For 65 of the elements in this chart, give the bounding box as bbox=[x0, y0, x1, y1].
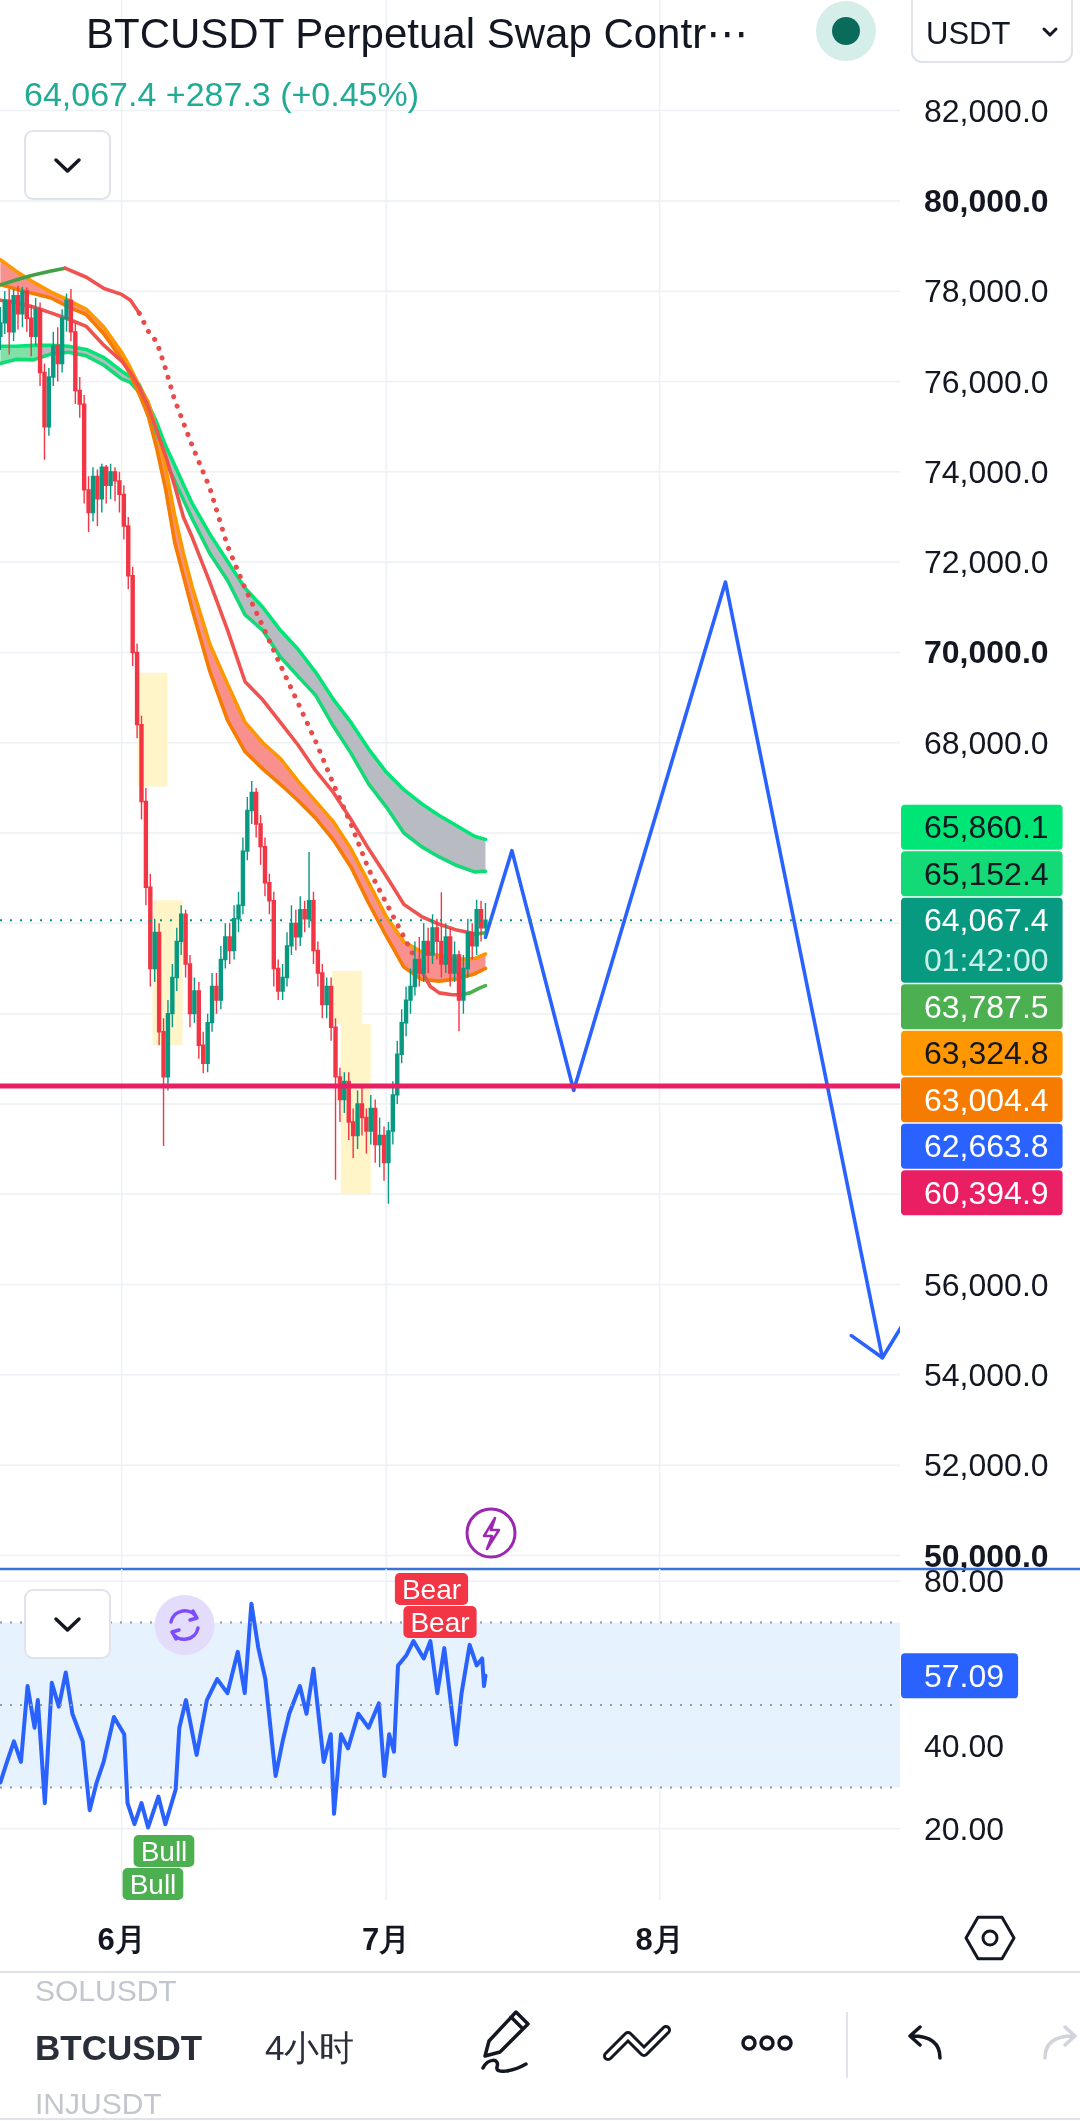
annotation: Bull bbox=[129, 1868, 177, 1900]
candlestick bbox=[95, 468, 100, 527]
y-tick-label: 74,000.0 bbox=[924, 453, 1049, 490]
text: 4小时 bbox=[265, 2028, 355, 2067]
annotation: Bear bbox=[401, 1573, 462, 1605]
candlestick bbox=[425, 927, 431, 974]
candlestick bbox=[447, 927, 453, 988]
y-tick-label: 80,000.0 bbox=[924, 182, 1049, 219]
text: 63,324.8 bbox=[924, 1035, 1049, 1072]
candlestick bbox=[417, 936, 422, 988]
y-tick-label: 68,000.0 bbox=[924, 724, 1049, 761]
y-tick-label: 78,000.0 bbox=[924, 273, 1049, 310]
candlestick bbox=[55, 326, 60, 383]
text: 65,152.4 bbox=[924, 855, 1049, 892]
text: 64,067.4 +287.3 (+0.45%) bbox=[24, 75, 420, 113]
candlestick bbox=[293, 909, 299, 952]
text: 63,004.4 bbox=[924, 1081, 1049, 1118]
candlestick bbox=[470, 922, 475, 961]
candlestick bbox=[108, 463, 113, 500]
x-tick-label: 6月 bbox=[97, 1921, 146, 1957]
candlestick bbox=[11, 288, 16, 342]
x-tick-label: 8月 bbox=[635, 1921, 684, 1957]
candlestick bbox=[381, 1125, 387, 1182]
candlestick bbox=[302, 900, 307, 934]
text: 65,860.1 bbox=[924, 809, 1049, 846]
candlestick bbox=[33, 297, 38, 347]
candlestick bbox=[20, 286, 25, 329]
y-tick-label: 40.00 bbox=[924, 1728, 1005, 1765]
y-tick-label: 70,000.0 bbox=[924, 634, 1049, 671]
text: INJUSDT bbox=[35, 2087, 162, 2120]
ref-line-label: 60,394.9 bbox=[924, 1174, 1049, 1211]
candlestick bbox=[214, 972, 219, 1015]
candlestick bbox=[456, 949, 462, 1032]
text: 57.09 bbox=[924, 1657, 1005, 1694]
text: BTCUSDT bbox=[35, 2028, 203, 2067]
candlestick bbox=[99, 463, 104, 514]
text: USDT bbox=[926, 16, 1011, 51]
text: SOLUSDT bbox=[35, 1974, 177, 2007]
candlestick bbox=[15, 285, 21, 331]
text: 62,663.8 bbox=[924, 1128, 1049, 1165]
annotation: Bear bbox=[410, 1606, 470, 1638]
candlestick bbox=[6, 288, 12, 356]
candlestick bbox=[227, 922, 232, 965]
y-tick-label: 72,000.0 bbox=[924, 544, 1049, 581]
annotation: Bull bbox=[140, 1835, 188, 1867]
chart-title: BTCUSDT Perpetual Swap Contr⋯ bbox=[86, 10, 749, 57]
y-tick-label: 56,000.0 bbox=[924, 1266, 1049, 1303]
candlestick bbox=[355, 1089, 360, 1150]
candlestick bbox=[478, 900, 484, 943]
y-tick-label: 82,000.0 bbox=[924, 92, 1049, 129]
ref-line-label: 64,067.4 bbox=[924, 902, 1049, 939]
line-series bbox=[0, 266, 67, 287]
y-tick-label: 54,000.0 bbox=[924, 1356, 1049, 1393]
candlestick bbox=[452, 940, 457, 983]
candlestick bbox=[439, 891, 444, 979]
y-tick-label: 76,000.0 bbox=[924, 363, 1049, 400]
y-tick-label: 20.00 bbox=[924, 1810, 1005, 1847]
x-tick-label: 7月 bbox=[362, 1921, 411, 1957]
candlestick bbox=[368, 1094, 373, 1146]
candlestick bbox=[90, 466, 96, 523]
text: 63,787.5 bbox=[924, 988, 1049, 1025]
y-tick-label: 52,000.0 bbox=[924, 1447, 1049, 1484]
candlestick bbox=[192, 976, 197, 1024]
candlestick bbox=[377, 1116, 382, 1168]
text: 01:42:00 bbox=[924, 942, 1049, 979]
